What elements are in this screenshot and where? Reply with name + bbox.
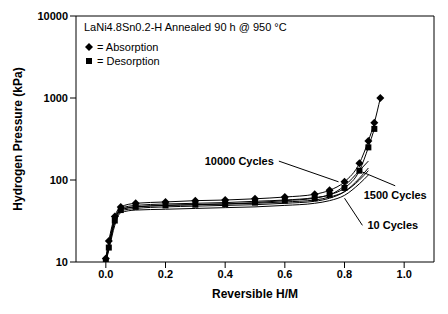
svg-text:10000: 10000 bbox=[37, 10, 68, 22]
svg-text:1500 Cycles: 1500 Cycles bbox=[364, 189, 427, 201]
svg-text:10000 Cycles: 10000 Cycles bbox=[205, 155, 274, 167]
svg-text:1.0: 1.0 bbox=[397, 268, 412, 280]
svg-text:0.8: 0.8 bbox=[337, 268, 352, 280]
svg-text:10: 10 bbox=[56, 256, 68, 268]
html-text:= Absorption: = Absorption bbox=[97, 41, 159, 53]
svg-text:1000: 1000 bbox=[44, 92, 68, 104]
svg-text:0.4: 0.4 bbox=[218, 268, 234, 280]
svg-text:0.0: 0.0 bbox=[98, 268, 113, 280]
svg-text:10 Cycles: 10 Cycles bbox=[367, 219, 418, 231]
svg-text:0.6: 0.6 bbox=[277, 268, 292, 280]
svg-text:100: 100 bbox=[50, 174, 68, 186]
svg-text:0.2: 0.2 bbox=[158, 268, 173, 280]
html-text:LaNi4.8Sn0.2-H Annealed 90 h @: LaNi4.8Sn0.2-H Annealed 90 h @ 950 °C bbox=[84, 21, 287, 33]
html-text:= Desorption: = Desorption bbox=[97, 55, 160, 67]
svg-text:Hydrogen Pressure (kPa): Hydrogen Pressure (kPa) bbox=[11, 67, 25, 210]
svg-text:Reversible H/M: Reversible H/M bbox=[212, 287, 298, 301]
